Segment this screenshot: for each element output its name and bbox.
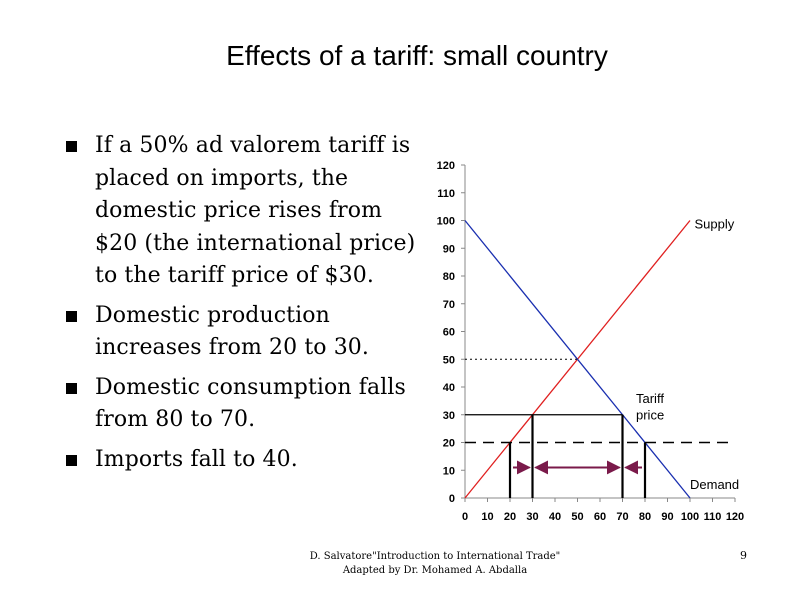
- x-tick-label: 20: [504, 511, 516, 523]
- bullet-text: If a 50% ad valorem tariff is placed on …: [95, 133, 416, 288]
- y-tick-label: 30: [443, 410, 455, 422]
- x-tick-label: 30: [526, 511, 538, 523]
- x-tick-label: 0: [462, 511, 468, 523]
- y-tick-label: 80: [443, 271, 455, 283]
- y-tick-label: 70: [443, 299, 455, 311]
- demand-label: Demand: [690, 477, 739, 492]
- slide-title: Effects of a tariff: small country: [226, 40, 608, 71]
- tariff-price-label-line1: Tariff: [636, 391, 664, 406]
- y-tick-label: 50: [443, 354, 455, 366]
- bullet-item: Domestic production increases from 20 to…: [66, 300, 416, 365]
- bullet-square-icon: [66, 310, 77, 322]
- tariff-price-label-line2: price: [636, 408, 664, 423]
- bullet-item: If a 50% ad valorem tariff is placed on …: [66, 130, 416, 293]
- y-tick-label: 20: [443, 438, 455, 450]
- x-tick-label: 110: [704, 511, 722, 523]
- bullet-list: If a 50% ad valorem tariff is placed on …: [66, 130, 416, 483]
- demand-curve: [464, 220, 691, 499]
- bullet-text: Imports fall to 40.: [95, 446, 298, 472]
- bullet-text: Domestic production increases from 20 to…: [95, 302, 369, 361]
- footer-line-1: D. Salvatore"Introduction to Internation…: [309, 551, 561, 562]
- x-tick-label: 90: [661, 511, 673, 523]
- x-tick-label: 40: [549, 511, 561, 523]
- bullet-item: Imports fall to 40.: [66, 444, 416, 477]
- bullet-square-icon: [66, 141, 77, 152]
- supply-label: Supply: [695, 216, 735, 231]
- y-tick-label: 90: [443, 243, 455, 255]
- y-tick-label: 120: [437, 160, 455, 172]
- bullet-item: Domestic consumption falls from 80 to 70…: [66, 372, 416, 437]
- y-tick-label: 110: [437, 188, 455, 200]
- footer-line-2: Adapted by Dr. Mohamed A. Abdalla: [342, 565, 528, 576]
- x-tick-label: 10: [481, 511, 493, 523]
- y-tick-label: 0: [449, 493, 455, 505]
- bullet-square-icon: [66, 454, 77, 466]
- x-tick-label: 80: [639, 511, 651, 523]
- x-tick-label: 120: [726, 511, 744, 523]
- x-tick-label: 100: [681, 511, 699, 523]
- x-tick-label: 70: [616, 511, 628, 523]
- bullet-square-icon: [66, 382, 77, 394]
- x-tick-label: 50: [571, 511, 583, 523]
- y-tick-label: 100: [437, 216, 455, 228]
- page-number: 9: [740, 549, 747, 562]
- bullet-text: Domestic consumption falls from 80 to 70…: [95, 374, 406, 433]
- y-tick-label: 10: [443, 465, 455, 477]
- y-tick-label: 60: [443, 327, 455, 339]
- footer-credit: D. Salvatore"Introduction to Internation…: [280, 550, 590, 578]
- y-tick-label: 40: [443, 382, 455, 394]
- x-tick-label: 60: [594, 511, 606, 523]
